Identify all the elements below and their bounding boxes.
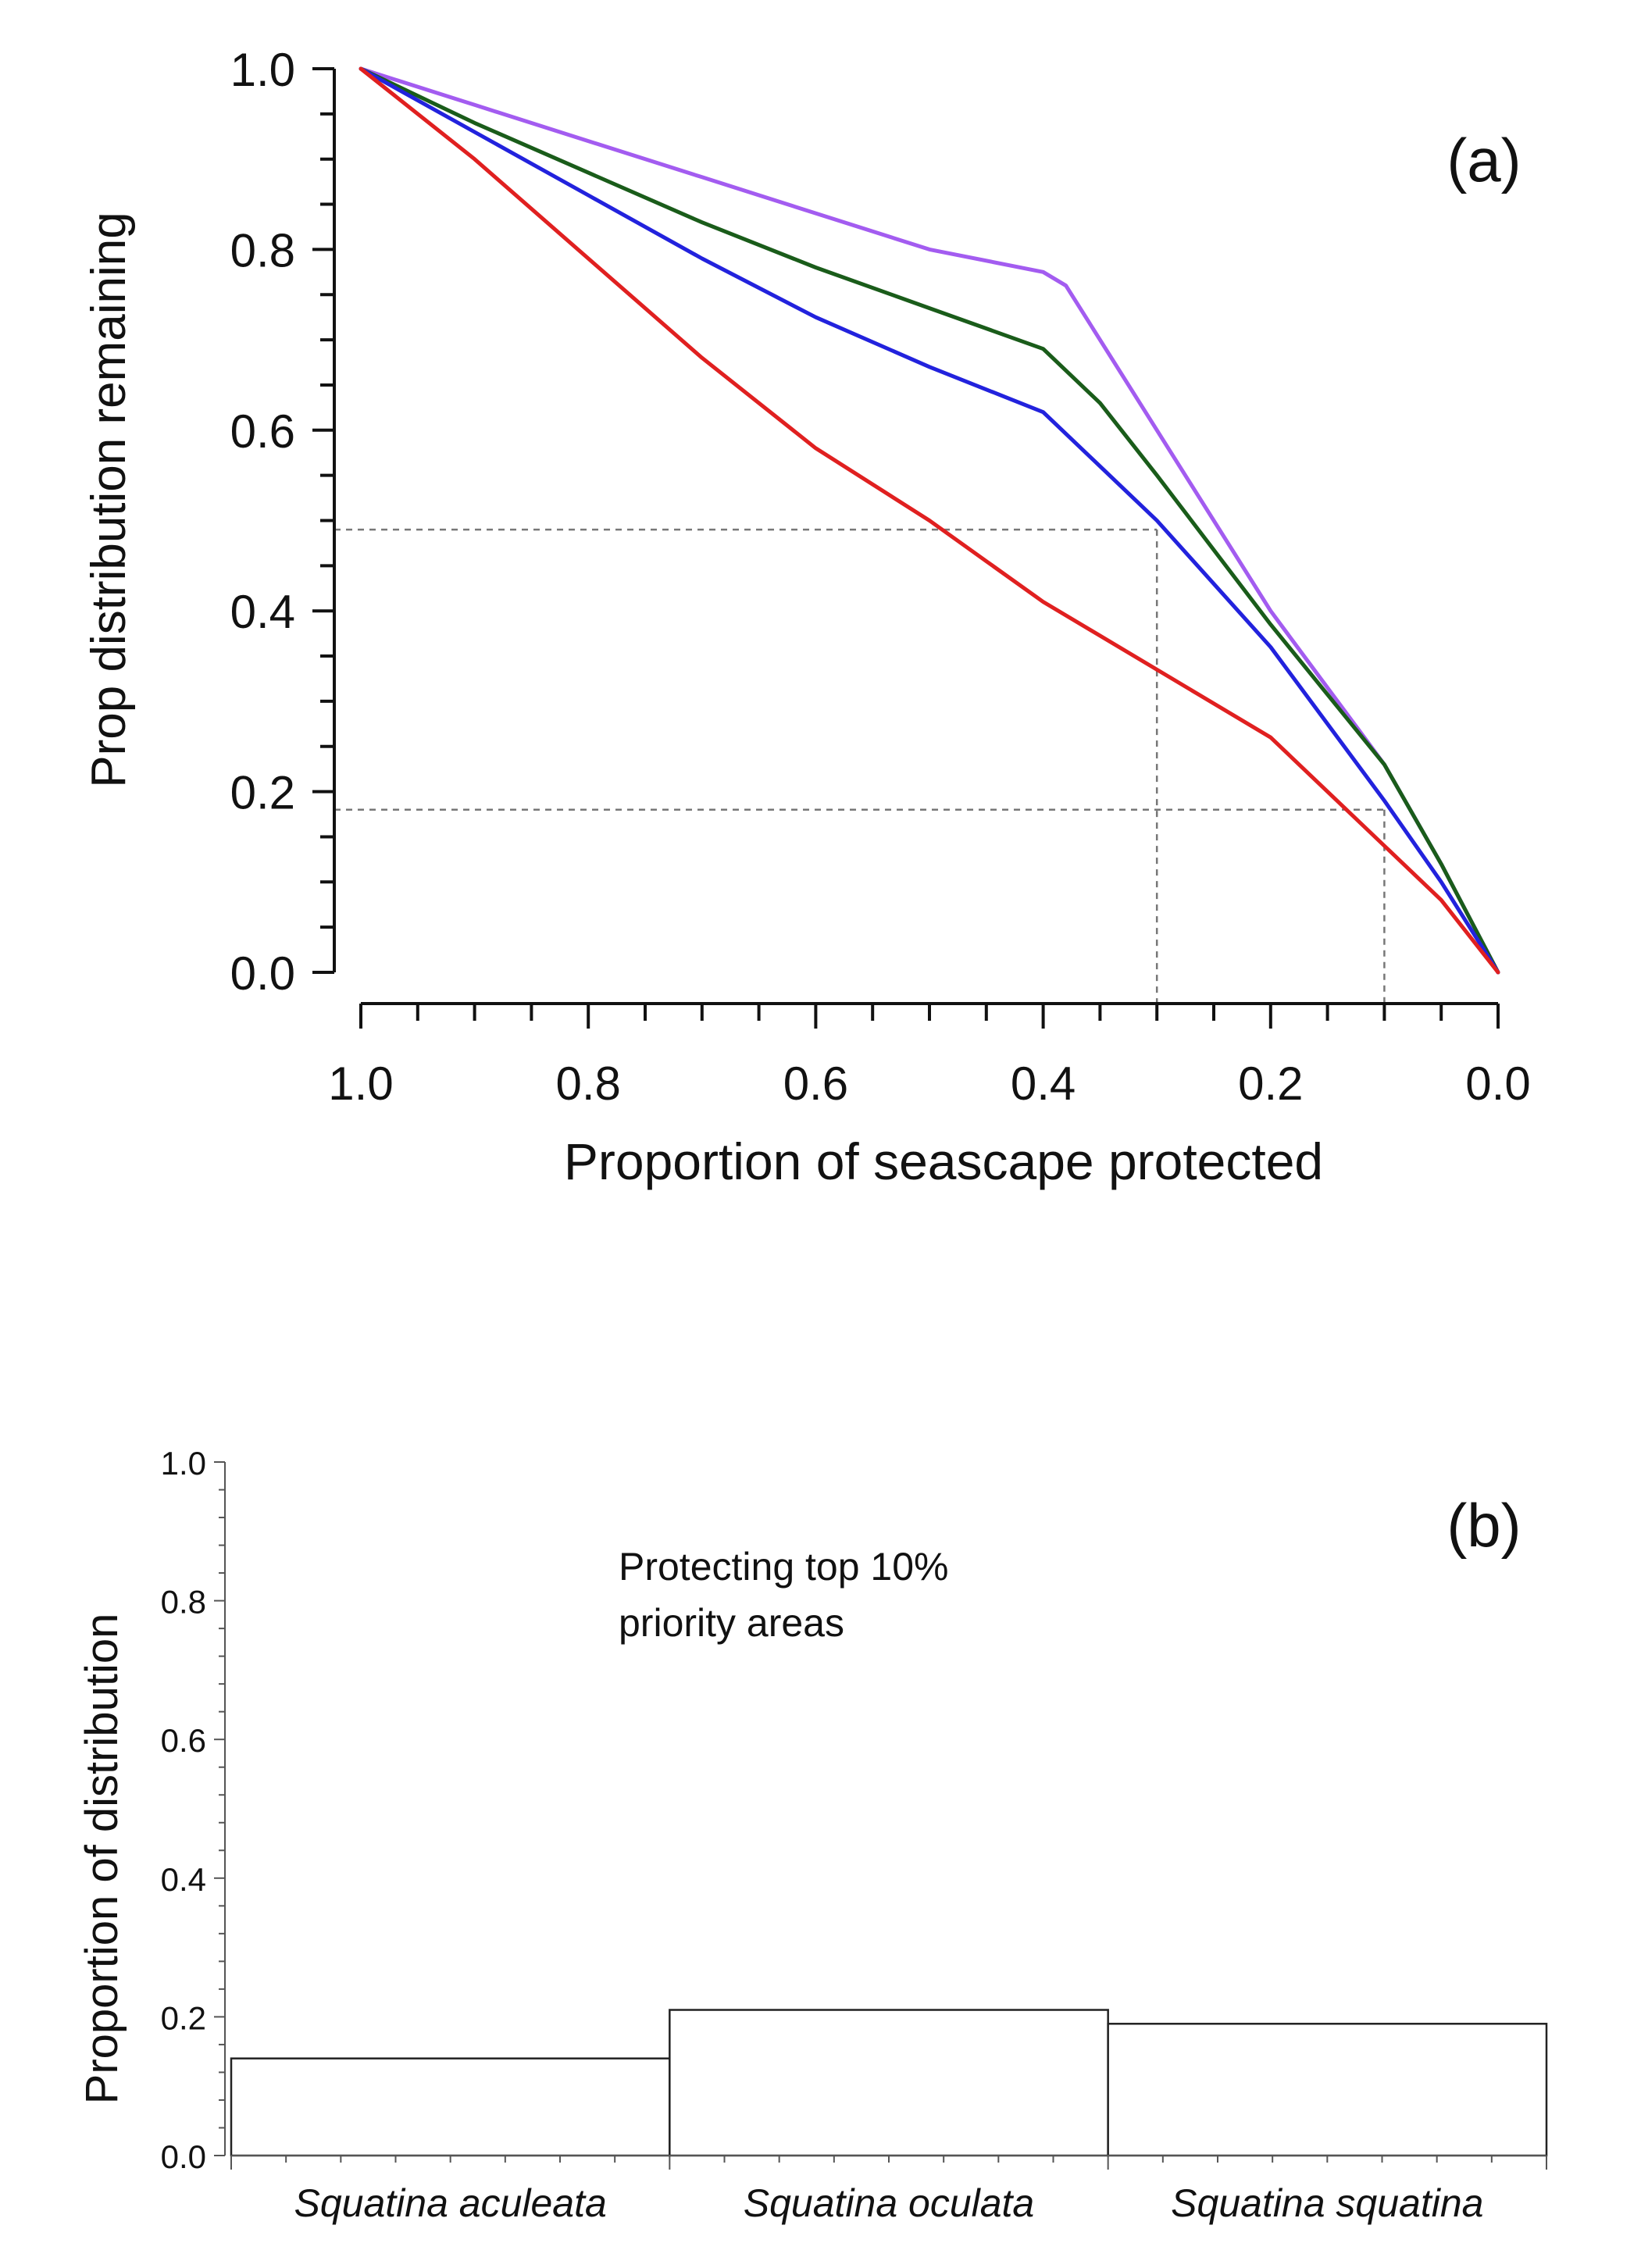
panel-b-bar bbox=[230, 2057, 671, 2157]
panel-b-category-label: Squatina squatina bbox=[1171, 2181, 1483, 2225]
panel-b-bar bbox=[1107, 2023, 1548, 2157]
panel-a-series-lines bbox=[359, 66, 1500, 975]
panel-a-label: (a) bbox=[1447, 126, 1521, 194]
panel-a-y-tick-label: 0.2 bbox=[230, 767, 295, 819]
panel-a-y-axis: 0.0 0.2 0.4 0.6 0.8 1.0 bbox=[230, 44, 336, 1000]
panel-a-series-line-2 bbox=[359, 66, 1500, 975]
panel-b-y-tick-label: 0.4 bbox=[161, 1861, 206, 1898]
panel-b-y-axis: 0.0 0.2 0.4 0.6 0.8 1.0 bbox=[161, 1445, 226, 2175]
panel-b-category-label: Squatina aculeata bbox=[294, 2181, 607, 2225]
panel-a-reference-lines bbox=[334, 528, 1386, 1004]
panel-a-series-line-4 bbox=[359, 66, 1500, 975]
panel-b-label: (b) bbox=[1447, 1491, 1521, 1560]
panel-b-y-tick-label: 0.8 bbox=[161, 1584, 206, 1621]
panel-b-annotation-line-1: Protecting top 10% bbox=[619, 1545, 949, 1589]
panel-b-y-axis-title: Proportion of distribution bbox=[77, 1614, 127, 2105]
panel-b-x-axis: Squatina aculeata Squatina oculata Squatin… bbox=[230, 2155, 1547, 2225]
panel-b-bars bbox=[230, 2009, 1548, 2157]
panel-b-y-tick-label: 0.2 bbox=[161, 1999, 206, 2036]
panel-a-y-tick-label: 0.4 bbox=[230, 586, 295, 638]
panel-b-bar bbox=[669, 2009, 1109, 2157]
panel-b-y-tick-label: 0.0 bbox=[161, 2138, 206, 2175]
panel-a-x-tick-label: 1.0 bbox=[328, 1057, 393, 1110]
panel-a-x-tick-label: 0.4 bbox=[1011, 1057, 1076, 1110]
panel-a-line-chart: 0.0 0.2 0.4 0.6 0.8 1.0 1.0 0.8 0.6 0.4 0.2 0.0 Pr… bbox=[82, 44, 1531, 1190]
panel-a-y-tick-label: 1.0 bbox=[230, 44, 295, 96]
panel-b-annotation-line-2: priority areas bbox=[619, 1601, 844, 1645]
panel-a-y-tick-label: 0.6 bbox=[230, 405, 295, 458]
panel-a-series-line-3 bbox=[359, 66, 1500, 975]
panel-a-x-axis: 1.0 0.8 0.6 0.4 0.2 0.0 bbox=[328, 1002, 1531, 1110]
panel-a-x-tick-label: 0.0 bbox=[1465, 1057, 1530, 1110]
panel-b-bar-chart: 0.00.20.40.60.81.0 Squatina aculeata Squa… bbox=[77, 1445, 1548, 2225]
panel-b-y-tick-label: 0.6 bbox=[161, 1722, 206, 1759]
panel-a-y-axis-title: Prop distribution remaining bbox=[82, 212, 136, 788]
panel-a-x-tick-label: 0.6 bbox=[783, 1057, 848, 1110]
panel-b-y-tick-label: 1.0 bbox=[161, 1445, 206, 1482]
panel-a-y-tick-label: 0.0 bbox=[230, 947, 295, 1000]
panel-b-category-label: Squatina oculata bbox=[744, 2181, 1035, 2225]
panel-a-x-tick-label: 0.2 bbox=[1238, 1057, 1303, 1110]
panel-a-x-axis-title: Proportion of seascape protected bbox=[564, 1132, 1323, 1190]
panel-a-x-tick-label: 0.8 bbox=[555, 1057, 620, 1110]
panel-a-y-tick-label: 0.8 bbox=[230, 224, 295, 276]
